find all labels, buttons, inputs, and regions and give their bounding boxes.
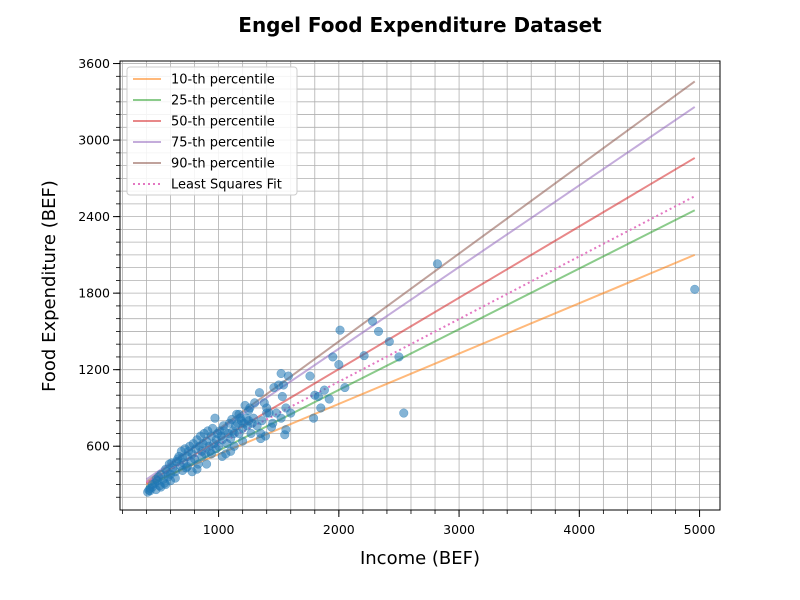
legend-label: 25-th percentile xyxy=(171,94,275,109)
data-point xyxy=(690,284,700,294)
data-point xyxy=(316,403,326,413)
x-tick-label: 1000 xyxy=(203,522,235,537)
data-point xyxy=(248,413,259,423)
x-tick-label: 3000 xyxy=(443,522,475,537)
x-tick-label: 4000 xyxy=(563,522,595,537)
data-point xyxy=(234,409,244,419)
data-point xyxy=(334,360,344,370)
data-point xyxy=(432,259,442,269)
data-point xyxy=(262,408,272,418)
y-tick-label: 1800 xyxy=(78,286,110,301)
data-point xyxy=(335,325,345,335)
data-point xyxy=(324,394,334,404)
data-point xyxy=(254,388,265,398)
data-point xyxy=(210,413,220,423)
axes-layer: 1000 2000 3000 4000 5000 600 1200 1800 2400 3000 3… xyxy=(78,56,721,537)
data-point xyxy=(268,418,278,428)
legend-label: 90-th percentile xyxy=(171,157,275,172)
y-tick-label: 2400 xyxy=(78,209,110,224)
data-point xyxy=(256,428,266,439)
data-point xyxy=(367,316,378,326)
data-point xyxy=(277,391,287,402)
data-point xyxy=(226,446,236,456)
data-point xyxy=(394,352,404,362)
legend-box xyxy=(126,66,298,196)
legend-label: 75-th percentile xyxy=(171,136,275,151)
data-point xyxy=(328,352,338,362)
y-tick-label: 3000 xyxy=(78,133,110,148)
legend-label: 10-th percentile xyxy=(171,73,275,88)
data-point xyxy=(399,408,409,418)
data-point xyxy=(276,413,286,423)
data-point xyxy=(250,398,260,408)
chart-title: Engel Food Expenditure Dataset xyxy=(238,13,602,37)
data-point xyxy=(177,465,188,476)
data-point xyxy=(156,482,166,492)
data-point xyxy=(305,371,315,381)
y-tick-label: 1200 xyxy=(78,362,110,377)
data-point xyxy=(257,416,267,426)
series-line xyxy=(145,195,696,483)
x-tick-label: 5000 xyxy=(684,522,716,537)
data-point xyxy=(373,326,384,336)
data-point xyxy=(281,425,291,435)
legend-label: 50-th percentile xyxy=(171,115,275,130)
data-point xyxy=(319,385,329,395)
data-point xyxy=(384,337,394,347)
x-axis-label: Income (BEF) xyxy=(360,548,480,569)
y-tick-label: 600 xyxy=(86,439,110,454)
data-point xyxy=(313,391,323,402)
x-tick-label: 2000 xyxy=(323,522,355,537)
data-point xyxy=(238,436,248,446)
data-point xyxy=(229,428,239,439)
data-point xyxy=(276,368,286,379)
data-point xyxy=(143,487,153,497)
data-point xyxy=(359,351,369,361)
y-axis-label: Food Expenditure (BEF) xyxy=(39,180,60,392)
data-point xyxy=(244,405,254,416)
legend: 10-th percentile 25-th percentile 50-th pe… xyxy=(126,66,298,196)
plot-frame xyxy=(119,60,721,511)
data-point xyxy=(151,474,161,484)
data-point xyxy=(278,380,289,390)
data-point xyxy=(340,382,350,393)
data-point xyxy=(309,413,319,423)
data-point xyxy=(217,451,227,461)
data-point xyxy=(197,451,207,461)
points-layer xyxy=(143,259,700,497)
data-point xyxy=(246,428,256,439)
legend-label: Least Squares Fit xyxy=(171,178,282,193)
data-point xyxy=(211,444,221,454)
series-line xyxy=(146,209,696,488)
data-point xyxy=(202,459,212,469)
data-point xyxy=(286,408,296,418)
y-tick-label: 3600 xyxy=(78,56,110,71)
